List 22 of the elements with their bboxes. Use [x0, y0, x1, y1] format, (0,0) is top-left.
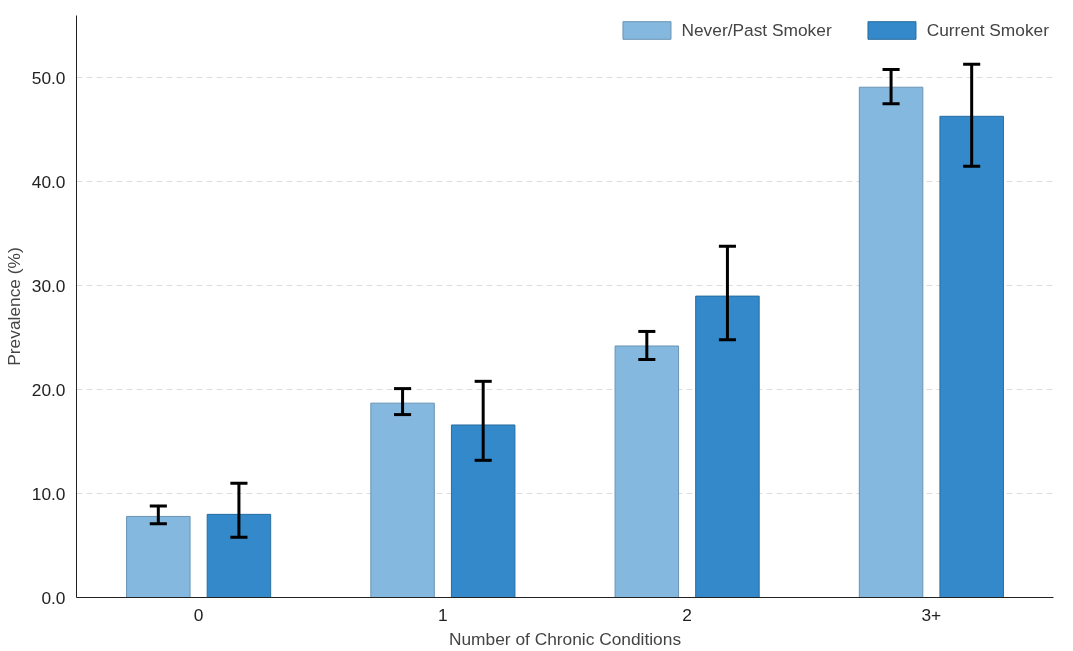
bar [450, 424, 516, 598]
x-tick-label: 2 [682, 604, 692, 625]
x-tick-label: 1 [438, 604, 448, 625]
bar [126, 515, 191, 598]
x-axis-title: Number of Chronic Conditions [448, 628, 682, 649]
y-tick-label: 50.0 [31, 67, 66, 88]
y-tick-label: 40.0 [31, 171, 66, 192]
bar [939, 115, 1004, 598]
y-tick-label: 0.0 [41, 587, 66, 608]
x-tick-label: 0 [193, 604, 204, 625]
x-tick-label: 3+ [921, 604, 942, 625]
bar [206, 513, 272, 598]
y-axis-title: Prevalence (%) [3, 247, 24, 366]
legend-label: Current Smoker [926, 19, 1049, 41]
y-tick-label: 30.0 [31, 275, 66, 296]
y-tick-label: 10.0 [31, 483, 66, 504]
bar [370, 402, 435, 598]
y-tick-label: 20.0 [31, 379, 66, 400]
bar [614, 345, 680, 598]
legend-label: Never/Past Smoker [681, 19, 832, 41]
bar [695, 295, 760, 598]
bar [858, 86, 924, 598]
